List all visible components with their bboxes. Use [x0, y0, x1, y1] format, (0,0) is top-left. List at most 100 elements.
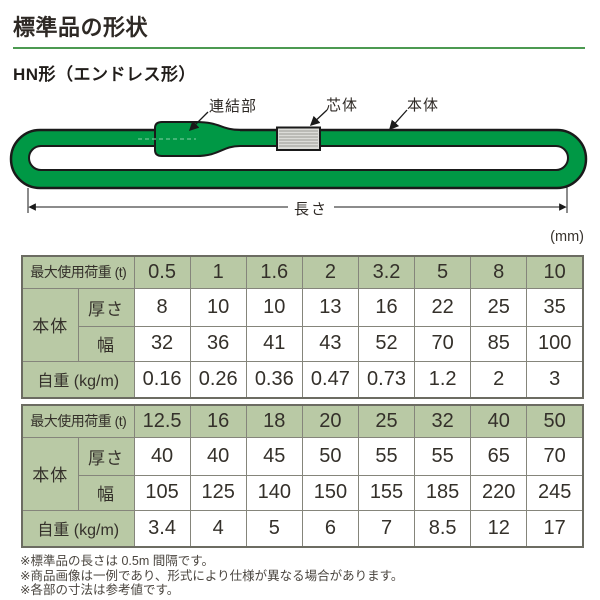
width-value: 36	[189, 325, 247, 362]
core-section	[276, 126, 321, 151]
weight-value: 5	[245, 509, 303, 548]
weight-value: 12	[470, 509, 528, 548]
load-value: 12.5	[133, 404, 191, 438]
width-value: 155	[357, 474, 416, 511]
thickness-value: 40	[133, 436, 191, 476]
weight-value: 8.5	[414, 509, 472, 548]
table-row: 幅 32 36 41 43 52 70 85 100	[22, 325, 584, 362]
width-value: 52	[357, 325, 416, 362]
footnote: ※標準品の長さは 0.5m 間隔です。	[20, 554, 214, 568]
title-underline	[13, 47, 585, 49]
width-value: 140	[245, 474, 303, 511]
load-value: 3.2	[357, 255, 416, 289]
width-value: 150	[301, 474, 359, 511]
width-value: 185	[414, 474, 472, 511]
load-value: 10	[526, 255, 584, 289]
thickness-header-label: 厚さ	[77, 436, 135, 476]
thickness-value: 25	[470, 287, 528, 327]
weight-value: 0.36	[245, 360, 303, 399]
spec-table-1: 最大使用荷重 (t) 0.5 1 1.6 2 3.2 5 8 10 本体 厚さ …	[21, 255, 584, 399]
table-row: 幅 105 125 140 150 155 185 220 245	[22, 474, 584, 511]
weight-value: 4	[189, 509, 247, 548]
width-value: 70	[414, 325, 472, 362]
width-header-label: 幅	[77, 325, 135, 362]
load-value: 0.5	[133, 255, 191, 289]
table-row: 本体 厚さ 8 10 10 13 16 22 25 35	[21, 287, 584, 362]
core-arrow	[309, 109, 328, 127]
width-value: 105	[133, 474, 191, 511]
table-row: 最大使用荷重 (t) 0.5 1 1.6 2 3.2 5 8 10	[21, 255, 584, 289]
footnotes: ※標準品の長さは 0.5m 間隔です。 ※商品画像は一例であり、形式により仕様が…	[20, 554, 403, 598]
footnote: ※各部の寸法は参考値です。	[20, 583, 180, 597]
weight-value: 7	[357, 509, 416, 548]
load-value: 25	[357, 404, 416, 438]
thickness-value: 22	[414, 287, 472, 327]
width-value: 220	[470, 474, 528, 511]
width-value: 43	[301, 325, 359, 362]
weight-value: 3	[526, 360, 584, 399]
thickness-value: 10	[245, 287, 303, 327]
load-value: 32	[414, 404, 472, 438]
body-header-label: 本体	[21, 436, 79, 511]
thickness-value: 40	[189, 436, 247, 476]
width-value: 125	[189, 474, 247, 511]
weight-value: 3.4	[133, 509, 191, 548]
connector-sleeve	[155, 122, 240, 156]
weight-value: 0.26	[189, 360, 247, 399]
thickness-value: 10	[189, 287, 247, 327]
thickness-value: 55	[414, 436, 472, 476]
load-value: 20	[301, 404, 359, 438]
weight-header-label: 自重 (kg/m)	[21, 509, 135, 548]
width-value: 85	[470, 325, 528, 362]
load-value: 8	[470, 255, 528, 289]
thickness-value: 35	[526, 287, 584, 327]
weight-value: 2	[470, 360, 528, 399]
page-title: 標準品の形状	[13, 15, 149, 40]
load-value: 40	[470, 404, 528, 438]
load-value: 2	[301, 255, 359, 289]
table-row: 自重 (kg/m) 3.4 4 5 6 7 8.5 12 17	[21, 509, 584, 548]
thickness-header-label: 厚さ	[77, 287, 135, 327]
thickness-value: 8	[133, 287, 191, 327]
connector-arrow	[188, 111, 209, 132]
sling-diagram-svg	[9, 109, 588, 213]
core-label: 芯体	[326, 97, 359, 114]
table-row: 本体 厚さ 40 40 45 50 55 55 65 70	[21, 436, 584, 511]
section-subtitle: HN形（エンドレス形）	[13, 65, 197, 84]
thickness-value: 45	[245, 436, 303, 476]
core-stripes	[279, 130, 318, 147]
footnote: ※商品画像は一例であり、形式により仕様が異なる場合があります。	[20, 568, 404, 583]
body-header-label: 本体	[21, 287, 79, 362]
thickness-value: 16	[357, 287, 416, 327]
width-value: 245	[526, 474, 584, 511]
table-row: 自重 (kg/m) 0.16 0.26 0.36 0.47 0.73 1.2 2…	[21, 360, 584, 399]
load-header-label: 最大使用荷重 (t)	[21, 255, 135, 289]
width-value: 32	[133, 325, 191, 362]
weight-value: 0.47	[301, 360, 359, 399]
connector-label: 連結部	[209, 98, 258, 115]
spec-table-2: 最大使用荷重 (t) 12.5 16 18 20 25 32 40 50 本体 …	[21, 404, 584, 548]
body-arrow	[389, 109, 408, 131]
unit-label: (mm)	[550, 229, 584, 245]
width-header-label: 幅	[77, 474, 135, 511]
sling-diagram: 連結部 芯体 本体 長さ	[0, 90, 600, 225]
load-header-label: 最大使用荷重 (t)	[21, 404, 135, 438]
weight-value: 17	[526, 509, 584, 548]
load-value: 1.6	[245, 255, 303, 289]
thickness-value: 50	[301, 436, 359, 476]
thickness-value: 70	[526, 436, 584, 476]
thickness-value: 13	[301, 287, 359, 327]
weight-value: 0.16	[133, 360, 191, 399]
weight-value: 0.73	[357, 360, 416, 399]
weight-header-label: 自重 (kg/m)	[21, 360, 135, 399]
load-value: 5	[414, 255, 472, 289]
width-value: 100	[526, 325, 584, 362]
thickness-value: 55	[357, 436, 416, 476]
width-value: 41	[245, 325, 303, 362]
table-row: 最大使用荷重 (t) 12.5 16 18 20 25 32 40 50	[21, 404, 584, 438]
load-value: 50	[526, 404, 584, 438]
body-label: 本体	[407, 97, 440, 114]
length-label: 長さ	[288, 198, 335, 219]
weight-value: 1.2	[414, 360, 472, 399]
